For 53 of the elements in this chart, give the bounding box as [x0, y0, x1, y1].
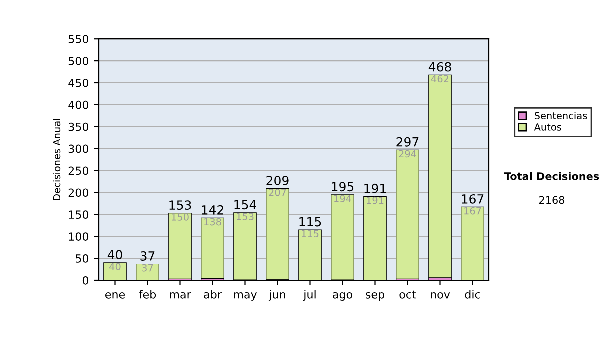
y-tick-label: 100	[69, 232, 89, 241]
total-label: 167	[462, 194, 484, 204]
data-label: 191	[367, 196, 384, 204]
y-tick-label: 400	[68, 100, 89, 110]
y-tick-label: 50	[76, 254, 89, 263]
y-tick-label: 300	[68, 144, 89, 154]
data-label: 40	[110, 263, 121, 270]
legend-label: Autos	[534, 124, 562, 131]
total-label: 115	[300, 217, 322, 227]
total-label: 191	[364, 184, 386, 194]
data-label: 150	[172, 214, 189, 221]
total-label: 468	[428, 62, 452, 72]
x-tick-label: nov	[431, 292, 450, 299]
x-tick-label: may	[234, 292, 258, 301]
y-tick-label: 150	[69, 210, 89, 220]
x-tick-label: abr	[204, 290, 222, 299]
legend-label: Sentencias	[534, 112, 588, 120]
total-label: 154	[234, 200, 256, 210]
total-label: 195	[332, 182, 354, 192]
data-label: 153	[237, 213, 254, 220]
total-label: 37	[140, 252, 155, 261]
x-tick-label: sep	[366, 292, 384, 301]
x-tick-label: ago	[333, 292, 352, 301]
total-label: 209	[266, 176, 289, 186]
y-tick-label: 500	[68, 57, 89, 66]
data-label: 207	[269, 188, 286, 196]
y-tick-label: 450	[68, 78, 89, 88]
text: Total Decisiones	[504, 172, 600, 180]
x-tick-label: oct	[400, 290, 416, 299]
x-tick-label: ene	[106, 292, 126, 299]
x-tick-label: jun	[268, 290, 286, 301]
y-tick-label: 350	[68, 122, 89, 132]
data-label: 294	[399, 150, 416, 158]
text: 2168	[540, 196, 565, 204]
data-label: 462	[431, 75, 449, 83]
x-tick-label: feb	[139, 290, 156, 299]
total-label: 153	[170, 200, 192, 210]
data-label: 115	[302, 230, 319, 238]
x-tick-label: jul	[303, 290, 316, 301]
y-tick-label: 550	[68, 35, 89, 44]
total-label: 40	[108, 250, 122, 260]
data-label: 37	[142, 264, 154, 272]
y-tick-label: 250	[68, 166, 89, 176]
data-label: 194	[334, 195, 352, 202]
y-tick-label: 0	[82, 276, 89, 285]
x-tick-label: mar	[170, 292, 192, 299]
data-label: 138	[204, 218, 222, 226]
total-label: 297	[396, 137, 419, 147]
x-tick-label: dic	[465, 290, 480, 299]
y-tick-label: 200	[68, 188, 89, 198]
data-label: 167	[464, 207, 482, 215]
y-axis-title: Decisiones Anual	[53, 119, 61, 200]
total-label: 142	[202, 205, 224, 215]
